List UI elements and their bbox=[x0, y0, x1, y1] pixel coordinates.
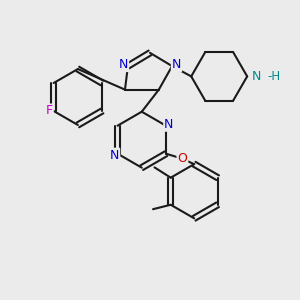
Text: N: N bbox=[172, 58, 181, 71]
Text: O: O bbox=[178, 152, 187, 165]
Text: N: N bbox=[119, 58, 128, 71]
Text: N: N bbox=[164, 118, 174, 131]
Text: -H: -H bbox=[268, 70, 281, 83]
Text: F: F bbox=[46, 104, 53, 118]
Text: N: N bbox=[252, 70, 261, 83]
Text: N: N bbox=[110, 149, 119, 162]
